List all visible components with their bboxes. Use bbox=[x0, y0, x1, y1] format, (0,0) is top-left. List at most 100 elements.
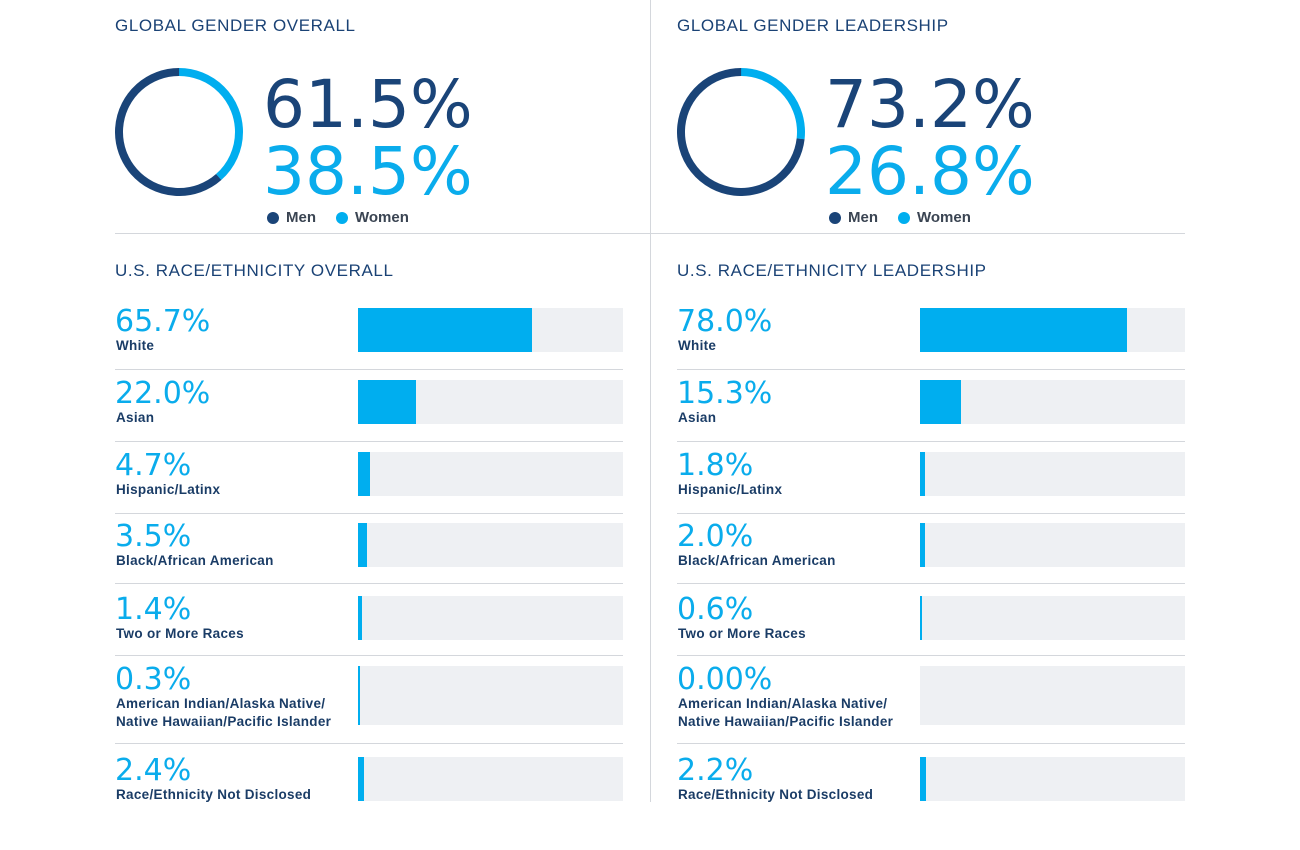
race-percentage: 2.0% bbox=[677, 519, 754, 554]
bar-track bbox=[920, 452, 1185, 496]
bar-fill bbox=[920, 308, 1127, 352]
race-label: Race/Ethnicity Not Disclosed bbox=[116, 787, 312, 802]
row-separator bbox=[677, 583, 1185, 584]
bar-fill bbox=[358, 452, 371, 496]
race-label: American Indian/Alaska Native/ bbox=[116, 696, 326, 711]
legend-men-label: Men bbox=[848, 209, 878, 226]
legend-women-label: Women bbox=[355, 209, 409, 226]
race-label: Hispanic/Latinx bbox=[678, 482, 783, 497]
bar-fill bbox=[920, 523, 926, 567]
race-row: 2.0% Black/African American bbox=[677, 519, 1185, 568]
race-overall-panel: U.S. RACE/ETHNICITY OVERALL 65.7% White 22… bbox=[115, 261, 623, 806]
race-percentage: 1.8% bbox=[677, 448, 754, 483]
legend-women: Women bbox=[898, 209, 971, 226]
gender-leadership-panel: GLOBAL GENDER LEADERSHIP 73.2% 26.8% Men… bbox=[677, 16, 1197, 226]
legend-women-label: Women bbox=[917, 209, 971, 226]
race-label: Two or More Races bbox=[116, 626, 244, 641]
bar-track bbox=[358, 757, 623, 801]
race-percentage: 78.0% bbox=[677, 304, 773, 339]
legend-women: Women bbox=[336, 209, 409, 226]
panel-title: U.S. RACE/ETHNICITY LEADERSHIP bbox=[677, 261, 987, 280]
legend: Men Women bbox=[267, 209, 429, 226]
race-label: American Indian/Alaska Native/ bbox=[678, 696, 888, 711]
race-row: 15.3% Asian bbox=[677, 376, 1185, 425]
race-label: Asian bbox=[116, 410, 155, 425]
row-separator bbox=[677, 655, 1185, 656]
race-percentage: 1.4% bbox=[115, 592, 192, 627]
bar-fill bbox=[358, 666, 360, 725]
row-separator bbox=[115, 369, 623, 370]
vertical-divider bbox=[650, 0, 651, 802]
bar-fill bbox=[358, 380, 417, 424]
bar-fill bbox=[920, 380, 961, 424]
race-row: 0.00% American Indian/Alaska Native/Nativ… bbox=[677, 664, 1185, 729]
row-separator bbox=[115, 441, 623, 442]
bar-fill bbox=[358, 757, 365, 801]
race-row: 1.4% Two or More Races bbox=[115, 592, 623, 641]
race-row: 0.6% Two or More Races bbox=[677, 592, 1185, 641]
race-row: 1.8% Hispanic/Latinx bbox=[677, 448, 1185, 497]
bar-track bbox=[920, 523, 1185, 567]
women-percentage: 38.5% bbox=[263, 133, 473, 210]
bar-track bbox=[358, 596, 623, 640]
bar-fill bbox=[920, 452, 925, 496]
men-percentage: 61.5% bbox=[263, 66, 473, 143]
race-label: Race/Ethnicity Not Disclosed bbox=[678, 787, 874, 802]
bar-fill bbox=[358, 596, 362, 640]
gender-overall-panel: GLOBAL GENDER OVERALL 61.5% 38.5% Men Wo… bbox=[115, 16, 635, 226]
race-row: 65.7% White bbox=[115, 304, 623, 353]
race-row: 22.0% Asian bbox=[115, 376, 623, 425]
race-label-line2: Native Hawaiian/Pacific Islander bbox=[678, 714, 894, 729]
race-label: White bbox=[116, 338, 155, 353]
bar-track bbox=[358, 380, 623, 424]
donut-men-slice bbox=[115, 68, 243, 196]
bar-track bbox=[920, 596, 1185, 640]
race-percentage: 4.7% bbox=[115, 448, 192, 483]
men-dot-icon bbox=[829, 211, 841, 224]
race-percentage: 0.6% bbox=[677, 592, 754, 627]
bar-track bbox=[920, 757, 1185, 801]
gender-overall-donut bbox=[115, 68, 243, 196]
race-percentage: 65.7% bbox=[115, 304, 211, 339]
bar-track bbox=[920, 380, 1185, 424]
bar-track bbox=[358, 523, 623, 567]
row-separator bbox=[115, 583, 623, 584]
race-row: 3.5% Black/African American bbox=[115, 519, 623, 568]
panel-title: GLOBAL GENDER OVERALL bbox=[115, 16, 356, 35]
race-row: 4.7% Hispanic/Latinx bbox=[115, 448, 623, 497]
race-label: Black/African American bbox=[678, 553, 836, 568]
bar-fill bbox=[920, 596, 922, 640]
row-separator bbox=[115, 655, 623, 656]
panel-title: U.S. RACE/ETHNICITY OVERALL bbox=[115, 261, 394, 280]
women-dot-icon bbox=[898, 211, 910, 224]
race-label: White bbox=[678, 338, 717, 353]
women-dot-icon bbox=[336, 211, 348, 224]
panel-title: GLOBAL GENDER LEADERSHIP bbox=[677, 16, 949, 35]
bar-track bbox=[358, 666, 623, 725]
race-label: Black/African American bbox=[116, 553, 274, 568]
race-label: Hispanic/Latinx bbox=[116, 482, 221, 497]
legend: Men Women bbox=[829, 209, 991, 226]
bar-fill bbox=[358, 523, 368, 567]
bar-track bbox=[920, 666, 1185, 725]
men-dot-icon bbox=[267, 211, 279, 224]
race-percentage: 22.0% bbox=[115, 376, 211, 411]
row-separator bbox=[677, 441, 1185, 442]
race-percentage: 15.3% bbox=[677, 376, 773, 411]
race-percentage: 3.5% bbox=[115, 519, 192, 554]
race-label: Asian bbox=[678, 410, 717, 425]
gender-leadership-donut bbox=[677, 68, 805, 196]
row-separator bbox=[677, 743, 1185, 744]
race-label-line2: Native Hawaiian/Pacific Islander bbox=[116, 714, 332, 729]
bar-fill bbox=[358, 308, 533, 352]
women-percentage: 26.8% bbox=[825, 133, 1035, 210]
bar-track bbox=[920, 308, 1185, 352]
men-percentage: 73.2% bbox=[825, 66, 1035, 143]
bar-track bbox=[358, 452, 623, 496]
race-percentage: 2.4% bbox=[115, 753, 192, 788]
race-row: 2.4% Race/Ethnicity Not Disclosed bbox=[115, 753, 623, 802]
legend-men: Men bbox=[829, 209, 878, 226]
bar-track bbox=[358, 308, 623, 352]
race-leadership-panel: U.S. RACE/ETHNICITY LEADERSHIP 78.0% Whit… bbox=[677, 261, 1185, 806]
row-separator bbox=[677, 369, 1185, 370]
